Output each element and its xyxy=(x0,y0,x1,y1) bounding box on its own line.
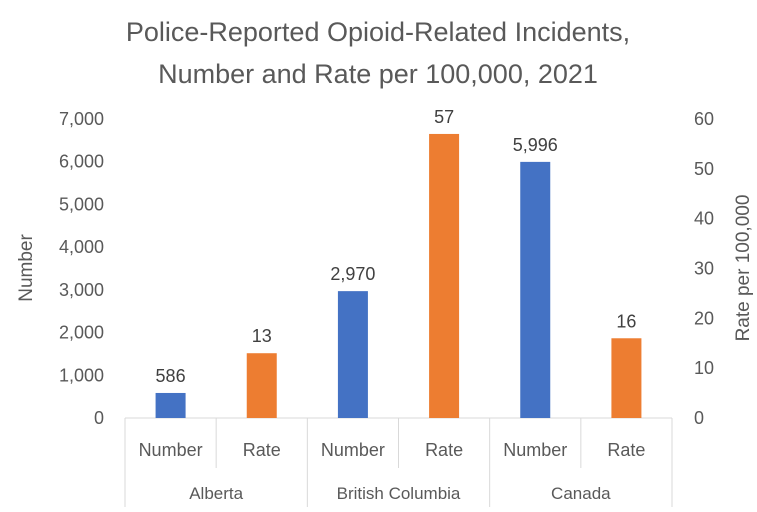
y-tick-label: 2,000 xyxy=(59,323,104,343)
y-tick-label: 1,000 xyxy=(59,365,104,385)
x-tick-label: Number xyxy=(321,440,385,460)
y-tick-label: 4,000 xyxy=(59,237,104,257)
y2-tick-label: 30 xyxy=(694,259,714,279)
bar xyxy=(246,353,277,418)
data-label: 5,996 xyxy=(513,135,558,155)
y2-tick-label: 40 xyxy=(694,209,714,229)
y2-tick-label: 0 xyxy=(694,408,704,428)
x-tick-label: Rate xyxy=(243,440,281,460)
data-label: 16 xyxy=(616,311,636,331)
x-group-label: Canada xyxy=(551,484,611,503)
y-axis-title: Number xyxy=(16,234,37,302)
x-tick-label: Rate xyxy=(425,440,463,460)
x-group-label: British Columbia xyxy=(337,484,461,503)
bar xyxy=(429,133,460,418)
y-tick-label: 3,000 xyxy=(59,280,104,300)
bar xyxy=(611,338,642,418)
x-tick-label: Rate xyxy=(607,440,645,460)
y2-axis-title: Rate per 100,000 xyxy=(733,195,754,342)
data-label: 586 xyxy=(156,366,186,386)
y-tick-label: 6,000 xyxy=(59,152,104,172)
bar xyxy=(337,291,368,418)
y2-tick-label: 20 xyxy=(694,308,714,328)
x-group-label: Alberta xyxy=(189,484,243,503)
x-tick-label: Number xyxy=(503,440,567,460)
y2-tick-label: 60 xyxy=(694,109,714,129)
bar xyxy=(155,392,186,418)
y-tick-label: 5,000 xyxy=(59,194,104,214)
plot-area: 0 1,000 2,000 3,000 4,000 5,000 6,000 7,000 0 10 2… xyxy=(59,107,714,507)
chart-title-line-1: Police-Reported Opioid-Related Incidents… xyxy=(126,17,630,47)
data-label: 13 xyxy=(252,326,272,346)
y2-tick-label: 10 xyxy=(694,358,714,378)
x-tick-label: Number xyxy=(139,440,203,460)
y-tick-label: 7,000 xyxy=(59,109,104,129)
bar xyxy=(520,161,551,419)
data-label: 57 xyxy=(434,107,454,127)
chart-title-line-2: Number and Rate per 100,000, 2021 xyxy=(158,59,598,89)
data-label: 2,970 xyxy=(330,264,375,284)
y2-tick-label: 50 xyxy=(694,159,714,179)
y-tick-label: 0 xyxy=(94,408,104,428)
